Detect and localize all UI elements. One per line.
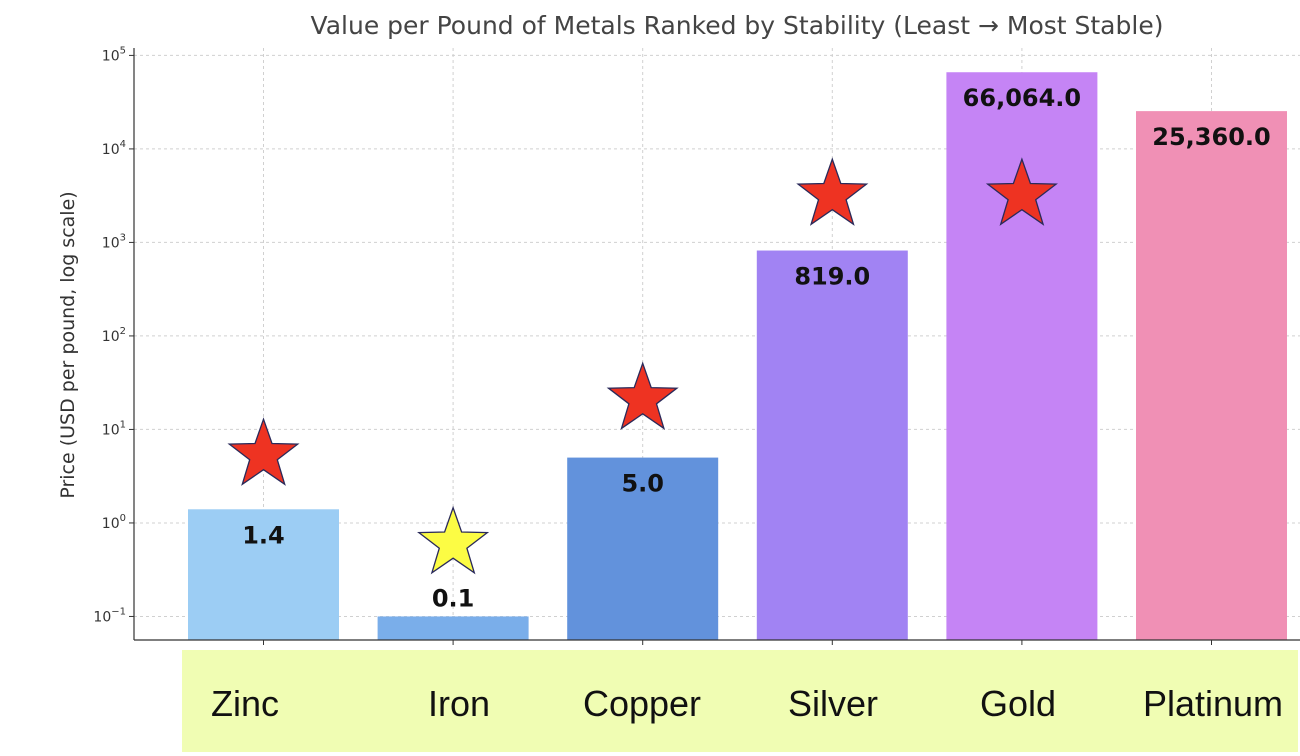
axis-layer bbox=[133, 48, 1300, 641]
value-label-copper: 5.0 bbox=[621, 470, 664, 498]
y-tick-label: 105 bbox=[102, 45, 126, 64]
bar-silver bbox=[756, 250, 908, 640]
category-label-platinum: Platinum bbox=[1143, 683, 1283, 724]
y-tick-label: 10−1 bbox=[93, 606, 126, 625]
star-marker-silver bbox=[796, 157, 869, 226]
category-label-copper: Copper bbox=[583, 683, 701, 724]
star-marker-iron bbox=[417, 505, 490, 575]
y-axis-label: Price (USD per pound, log scale) bbox=[57, 191, 79, 498]
y-tick-label: 102 bbox=[102, 326, 126, 345]
chart-title: Value per Pound of Metals Ranked by Stab… bbox=[311, 11, 1164, 40]
label-layer: 1.4 0.1 5.0 819.0 66,064.0 25,360.0 bbox=[242, 84, 1270, 612]
tick-layer: 10−1 100 101 102 103 104 105 bbox=[93, 45, 1212, 645]
category-label-silver: Silver bbox=[788, 683, 878, 724]
y-tick-label: 101 bbox=[102, 419, 126, 438]
category-band bbox=[182, 650, 1298, 752]
category-label-zinc: Zinc bbox=[211, 683, 279, 724]
category-label-gold: Gold bbox=[980, 683, 1056, 724]
star-marker-zinc bbox=[227, 417, 300, 486]
bar-platinum bbox=[1136, 111, 1287, 641]
bar-zinc bbox=[188, 509, 339, 640]
value-label-zinc: 1.4 bbox=[242, 521, 285, 549]
y-tick-label: 100 bbox=[102, 513, 126, 532]
bar-layer bbox=[188, 72, 1287, 641]
value-label-silver: 819.0 bbox=[794, 263, 870, 291]
category-layer: Zinc Iron Copper Silver Gold Platinum bbox=[211, 683, 1283, 724]
bar-iron bbox=[377, 616, 529, 640]
y-tick-label: 104 bbox=[102, 139, 126, 158]
value-label-gold: 66,064.0 bbox=[963, 84, 1081, 112]
y-tick-label: 103 bbox=[102, 232, 126, 251]
category-label-iron: Iron bbox=[428, 683, 490, 724]
star-marker-copper bbox=[606, 361, 679, 430]
value-label-iron: 0.1 bbox=[432, 584, 475, 612]
marker-layer bbox=[227, 157, 1058, 575]
star-marker-gold bbox=[985, 157, 1058, 226]
value-label-platinum: 25,360.0 bbox=[1152, 123, 1270, 151]
bar-copper bbox=[567, 457, 719, 640]
